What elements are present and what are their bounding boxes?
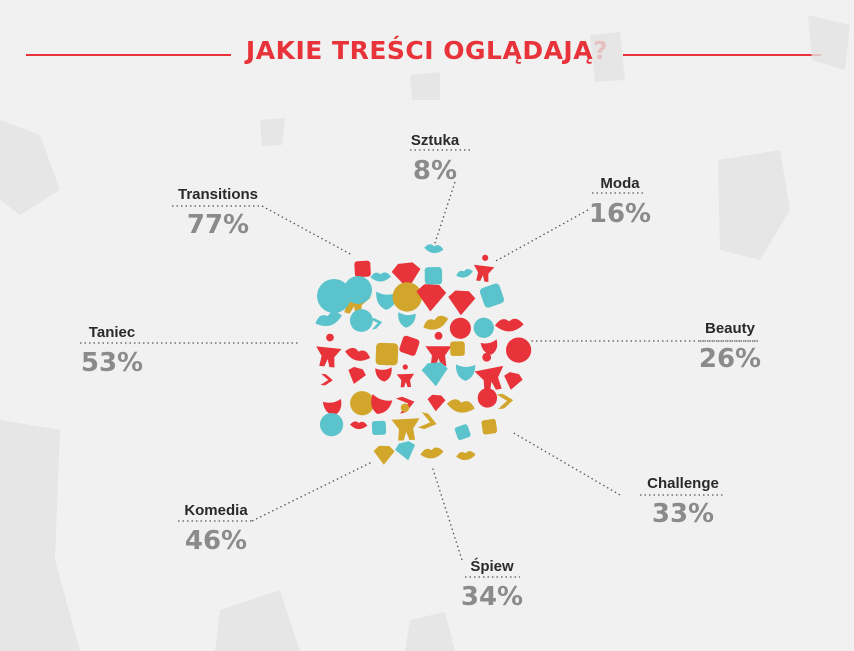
cloud-icon-14 — [315, 311, 342, 326]
cloud-icon-0 — [424, 244, 444, 254]
cloud-icon-40 — [371, 394, 393, 414]
leader-lines — [80, 149, 758, 578]
chart-title: JAKIE TREŚCI OGLĄDAJĄ? — [0, 36, 854, 65]
value-label-7: 77% — [187, 210, 249, 240]
value-label-5: 46% — [185, 526, 247, 556]
cloud-icon-51 — [454, 424, 471, 440]
cloud-icon-43 — [446, 399, 475, 413]
cloud-icon-28 — [480, 339, 498, 355]
cloud-icon-10 — [392, 282, 422, 312]
category-label-4: Śpiew — [470, 557, 514, 575]
cloud-icon-37 — [504, 372, 523, 390]
background-shape-5 — [405, 612, 455, 651]
cloud-icon-22 — [316, 333, 342, 368]
cloud-icon-34 — [421, 362, 448, 387]
cloud-icon-2 — [370, 272, 392, 282]
cloud-icon-26 — [425, 331, 452, 366]
cloud-icon-50 — [417, 412, 437, 430]
cloud-icon-56 — [456, 451, 476, 461]
cloud-bubble-large — [317, 279, 351, 313]
background-shape-6 — [260, 118, 285, 146]
background-shape-8 — [590, 32, 625, 82]
cloud-icon-33 — [396, 364, 415, 388]
header-rule-left — [26, 54, 231, 56]
cloud-icon-47 — [350, 421, 368, 430]
background-shape-4 — [215, 590, 300, 651]
cloud-icon-18 — [423, 315, 449, 330]
background-shape-7 — [410, 72, 440, 100]
cloud-icon-3 — [391, 262, 421, 290]
cloud-icon-39 — [350, 391, 375, 416]
cloud-icon-4 — [424, 267, 443, 285]
cloud-icon-36 — [474, 352, 504, 392]
cloud-icon-17 — [398, 312, 416, 328]
cloud-icon-42 — [427, 394, 446, 412]
category-label-3: Challenge — [647, 475, 719, 492]
category-label-6: Taniec — [89, 324, 135, 341]
cloud-icon-24 — [375, 342, 399, 366]
category-labels: Sztuka 8% Moda 16% Beauty 26% Challenge 33% Śpie… — [81, 132, 761, 612]
value-label-0: 8% — [413, 156, 457, 186]
cloud-icon-15 — [349, 309, 373, 332]
cloud-icon-21 — [494, 318, 524, 332]
cloud-icon-32 — [375, 367, 392, 382]
cloud-icon-13 — [479, 283, 505, 308]
leader-line-4 — [431, 465, 463, 561]
cloud-icon-54 — [395, 441, 416, 461]
leader-line-0 — [433, 181, 456, 247]
cloud-icon-53 — [373, 445, 395, 465]
cloud-icon-20 — [473, 317, 494, 338]
cloud-icon-16 — [369, 318, 383, 330]
cloud-icon-49 — [391, 403, 420, 441]
cloud-icon-46 — [319, 412, 344, 437]
background-shape-0 — [0, 120, 60, 215]
category-label-5: Komedia — [184, 502, 248, 519]
background-decoration — [0, 15, 850, 651]
category-label-7: Transitions — [178, 186, 258, 203]
icon-cloud — [315, 244, 532, 465]
cloud-bubble-medium — [344, 276, 372, 304]
cloud-icon-35 — [455, 364, 476, 381]
value-label-3: 33% — [652, 499, 714, 529]
category-label-0: Sztuka — [411, 132, 460, 149]
cloud-icon-48 — [371, 420, 387, 436]
cloud-icon-55 — [420, 447, 444, 459]
background-shape-2 — [808, 15, 850, 70]
cloud-icon-25 — [399, 335, 420, 356]
leader-line-1 — [493, 209, 589, 263]
value-label-6: 53% — [81, 348, 143, 378]
cloud-icon-1 — [354, 260, 371, 278]
value-label-2: 26% — [699, 344, 761, 374]
cloud-icon-31 — [348, 366, 366, 384]
header-rule-right — [623, 54, 821, 56]
value-label-4: 34% — [461, 582, 523, 612]
cloud-icon-45 — [496, 393, 514, 410]
cloud-icon-23 — [345, 347, 371, 361]
cloud-icon-52 — [481, 418, 498, 435]
cloud-icon-44 — [477, 388, 498, 408]
cloud-icon-6 — [473, 254, 495, 283]
cloud-icon-41 — [395, 396, 415, 414]
background-shape-3 — [0, 420, 80, 651]
background-shape-1 — [718, 150, 790, 260]
category-label-2: Beauty — [705, 320, 756, 337]
cloud-icon-30 — [320, 373, 333, 386]
leader-line-5 — [251, 461, 373, 522]
leader-line-3 — [511, 431, 621, 496]
leader-line-7 — [261, 205, 353, 256]
value-label-1: 16% — [589, 199, 651, 229]
cloud-icon-38 — [322, 398, 342, 416]
cloud-icon-29 — [505, 337, 532, 363]
cloud-icon-19 — [449, 317, 471, 339]
cloud-icon-11 — [416, 284, 447, 312]
cloud-icon-27 — [450, 341, 465, 357]
cloud-icon-9 — [376, 291, 398, 310]
cloud-icon-12 — [448, 290, 476, 316]
cloud-icon-5 — [456, 268, 473, 278]
category-label-1: Moda — [600, 175, 640, 192]
